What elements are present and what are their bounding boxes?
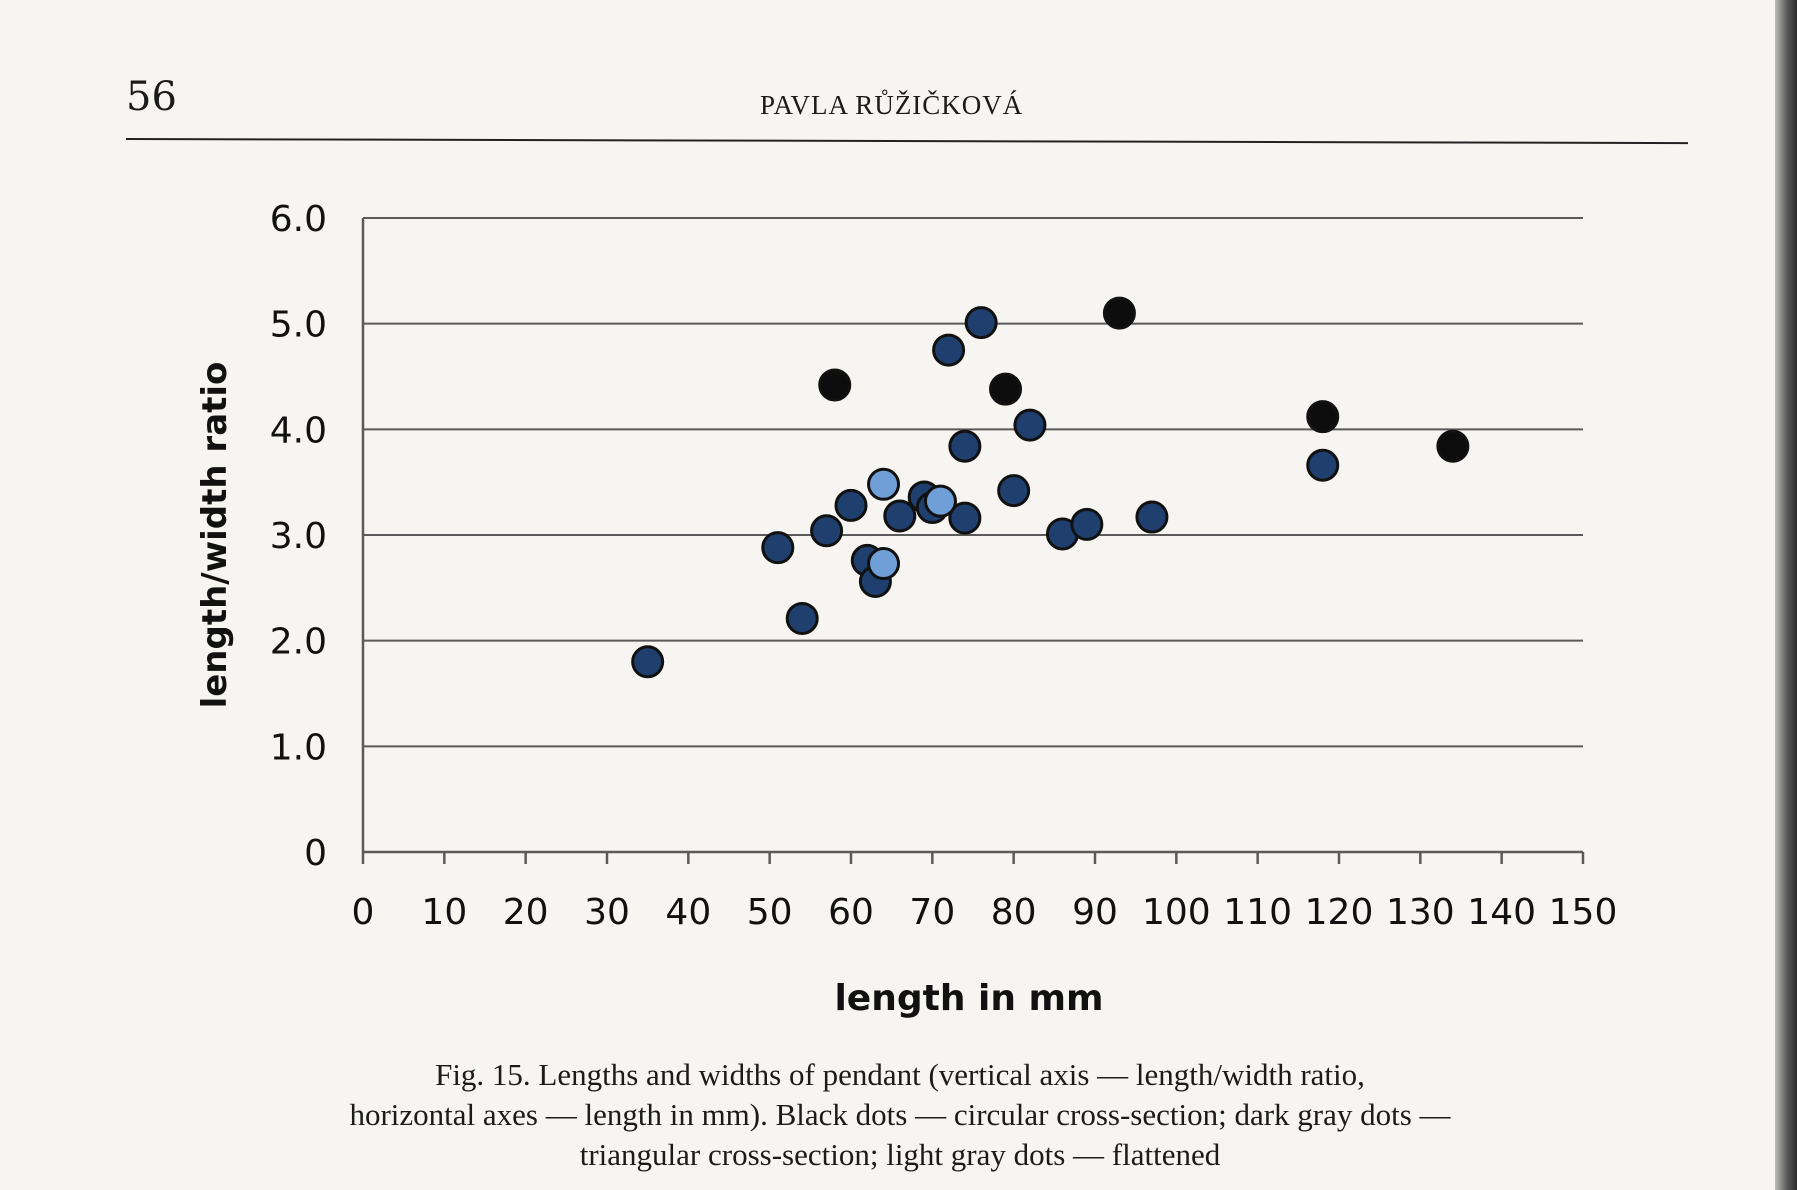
triangular-point bbox=[631, 645, 665, 679]
x-tick-label: 50 bbox=[747, 892, 793, 933]
page-edge-shadow bbox=[1775, 0, 1797, 1190]
x-tick-label: 140 bbox=[1467, 892, 1536, 933]
x-tick-label: 30 bbox=[584, 892, 630, 933]
y-tick-label: 4.0 bbox=[270, 410, 327, 451]
x-tick-label: 70 bbox=[909, 892, 955, 933]
triangular-point bbox=[997, 474, 1031, 508]
triangular-point bbox=[810, 514, 844, 548]
y-tick-label: 1.0 bbox=[270, 727, 327, 768]
y-axis-title: length/width ratio bbox=[195, 362, 235, 709]
triangular-point bbox=[1306, 448, 1340, 482]
y-tick-label: 6.0 bbox=[270, 199, 327, 240]
triangular-point bbox=[1135, 500, 1169, 534]
x-tick-label: 80 bbox=[991, 892, 1037, 933]
x-tick-label: 90 bbox=[1072, 892, 1118, 933]
flattened-point bbox=[923, 484, 957, 518]
triangular-point bbox=[1013, 408, 1047, 442]
circular-point bbox=[989, 372, 1023, 406]
x-tick-label: 60 bbox=[828, 892, 874, 933]
circular-point bbox=[1436, 429, 1470, 463]
caption-line: horizontal axes — length in mm). Black d… bbox=[349, 1097, 1451, 1132]
triangular-point bbox=[932, 333, 966, 367]
x-tick-label: 110 bbox=[1223, 892, 1292, 933]
y-tick-label: 3.0 bbox=[270, 516, 327, 557]
flattened-point bbox=[867, 467, 901, 501]
y-tick-label: 5.0 bbox=[270, 305, 327, 346]
triangular-point bbox=[948, 429, 982, 463]
triangular-point bbox=[883, 499, 917, 533]
triangular-point bbox=[834, 488, 868, 522]
scatter-chart: 0 10 20 30 40 50 60 70 80 90 100 110 120 130 140 150 0 1.… bbox=[195, 199, 1618, 1019]
caption-line: Fig. 15. Lengths and widths of pendant (… bbox=[435, 1057, 1365, 1092]
tick-label-layer: 0 10 20 30 40 50 60 70 80 90 100 110 120 130 140 150 0 1.… bbox=[270, 199, 1618, 933]
point-layer bbox=[631, 296, 1470, 679]
triangular-point bbox=[785, 601, 819, 635]
grid-layer bbox=[363, 217, 1583, 748]
axis-layer bbox=[361, 218, 1585, 864]
running-head: PAVLA RŮŽIČKOVÁ bbox=[760, 90, 1024, 120]
triangular-point bbox=[964, 306, 998, 340]
x-tick-label: 120 bbox=[1305, 892, 1374, 933]
x-tick-label: 0 bbox=[352, 892, 375, 933]
x-tick-label: 150 bbox=[1549, 892, 1618, 933]
flattened-point bbox=[867, 547, 901, 581]
x-tick-label: 20 bbox=[503, 892, 549, 933]
y-tick-label: 0 bbox=[304, 833, 327, 874]
caption-line: triangular cross-section; light gray dot… bbox=[579, 1137, 1221, 1172]
circular-point bbox=[818, 368, 852, 402]
figure-caption: Fig. 15. Lengths and widths of pendant (… bbox=[150, 1055, 1650, 1175]
x-tick-label: 100 bbox=[1142, 892, 1211, 933]
x-tick-label: 40 bbox=[665, 892, 711, 933]
triangular-point bbox=[761, 531, 795, 565]
x-tick-label: 130 bbox=[1386, 892, 1455, 933]
page-number: 56 bbox=[126, 74, 177, 120]
triangular-point bbox=[948, 501, 982, 535]
y-tick-label: 2.0 bbox=[270, 622, 327, 663]
circular-point bbox=[1306, 400, 1340, 434]
circular-point bbox=[1102, 296, 1136, 330]
x-tick-label: 10 bbox=[421, 892, 467, 933]
triangular-point bbox=[1070, 507, 1104, 541]
x-axis-title: length in mm bbox=[834, 978, 1103, 1019]
